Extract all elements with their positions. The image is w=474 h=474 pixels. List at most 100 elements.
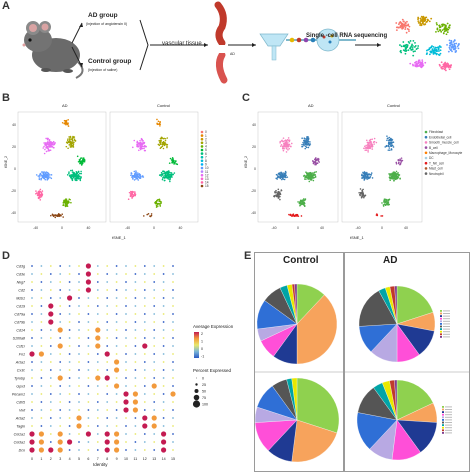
overview-point — [417, 45, 420, 47]
tsne-point — [297, 215, 300, 217]
gene-label: Mzb1 — [16, 296, 25, 300]
tsne-point — [80, 157, 82, 159]
tsne-point — [163, 179, 166, 182]
tsne-point — [397, 173, 400, 176]
tsne-point — [301, 145, 304, 148]
expression-dot — [115, 345, 118, 347]
expression-dot — [134, 353, 137, 355]
expression-dot — [78, 393, 80, 395]
expression-dot — [115, 417, 118, 419]
overview-point — [439, 49, 442, 52]
pie-legend-swatch — [440, 336, 442, 338]
tsne-point — [162, 170, 164, 172]
expression-dot — [59, 321, 62, 323]
pie-legend-text — [443, 310, 450, 312]
expression-dot — [151, 423, 157, 429]
overview-point — [408, 42, 411, 44]
tsne-point — [70, 138, 72, 140]
tsne-point — [282, 140, 284, 143]
tsne-point — [275, 189, 277, 192]
tsne-point — [162, 137, 165, 140]
tsne-point — [130, 193, 132, 195]
expression-dot — [96, 361, 99, 363]
expression-dot — [48, 319, 54, 325]
tsne-point — [67, 122, 69, 124]
tsne-point — [69, 135, 72, 138]
expression-dot — [143, 353, 146, 355]
expression-dot — [162, 297, 165, 299]
expression-dot — [87, 353, 90, 355]
overview-point — [404, 26, 407, 29]
tsne-point — [164, 137, 167, 140]
tsne-point — [161, 178, 164, 181]
legend-label: Fibroblast — [429, 130, 443, 134]
gene-label: Cd19 — [16, 304, 25, 308]
tsne-point — [384, 203, 387, 206]
pie-box-ad — [344, 252, 470, 472]
tsne-point — [390, 148, 393, 150]
tsne-point — [69, 175, 72, 177]
pie-legend-text — [445, 429, 452, 431]
tsne-point — [159, 137, 162, 140]
overview-point — [421, 62, 424, 65]
pie-slice — [296, 377, 340, 434]
tsne-ylabel: tSNE_2 — [244, 156, 248, 168]
legend-label: 7 — [205, 155, 207, 159]
overview-point — [454, 47, 457, 50]
tsne-point — [41, 190, 44, 192]
tsne-point — [370, 173, 372, 176]
tsne-point — [388, 139, 390, 142]
gene-label: Acta2 — [15, 416, 25, 420]
tsne-point — [65, 121, 67, 124]
expression-dot — [31, 289, 33, 291]
tsne-point — [387, 142, 390, 145]
overview-point — [427, 19, 430, 22]
legend-swatch — [200, 184, 204, 188]
tsne-point — [386, 137, 389, 140]
tsne-point — [283, 147, 285, 150]
tsne-point — [150, 213, 153, 215]
tsne-xtick: 40 — [86, 226, 90, 230]
expression-dot — [85, 263, 91, 269]
tsne-point — [163, 142, 165, 145]
expression-dot — [172, 313, 174, 315]
tsne-point — [287, 137, 290, 139]
expression-dot — [31, 369, 33, 371]
overview-point — [424, 19, 426, 21]
tsne-point — [362, 176, 365, 179]
expression-dot — [115, 313, 118, 315]
tsne-point — [290, 145, 292, 148]
legend-label: 1 — [205, 134, 207, 138]
overview-point — [410, 49, 413, 51]
pie-legend-text — [443, 336, 450, 338]
tsne-point — [163, 172, 166, 175]
expression-dot — [162, 417, 165, 419]
overview-point — [411, 43, 413, 46]
expression-dot — [134, 433, 137, 435]
tsne-point — [395, 161, 398, 164]
tsne-point — [162, 172, 164, 175]
tsne-point — [47, 146, 49, 148]
tsne-point — [130, 190, 132, 193]
expression-dot — [134, 321, 137, 323]
tsne-point — [140, 147, 143, 150]
expression-dot — [38, 447, 45, 453]
expression-dot — [95, 335, 101, 341]
expression-dot — [134, 305, 137, 307]
pct-legend-label: 25 — [202, 383, 206, 387]
legend-swatch — [200, 141, 204, 145]
tsne-point — [141, 138, 144, 141]
overview-point — [436, 23, 438, 26]
expression-dot — [40, 329, 43, 331]
expression-dot — [162, 345, 165, 347]
expression-dot — [134, 361, 137, 363]
tsne-point — [166, 146, 168, 149]
tsne-point — [168, 162, 171, 164]
tsne-point — [373, 137, 376, 140]
overview-point — [402, 23, 405, 26]
pct-legend-label: 75 — [202, 396, 206, 400]
tsne-point — [64, 204, 67, 207]
overview-point — [435, 22, 438, 24]
expression-dot — [125, 265, 127, 267]
tsne-point — [139, 175, 142, 177]
